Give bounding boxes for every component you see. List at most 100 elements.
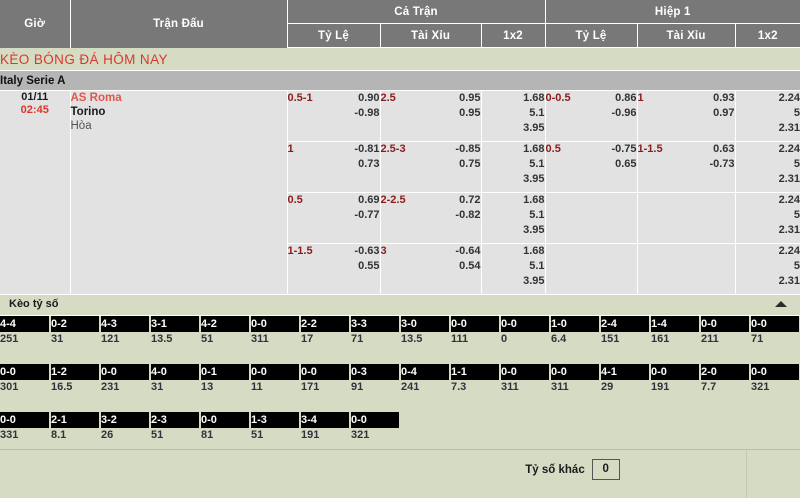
h1-ou-over-odds[interactable]: 0.93 [713, 92, 735, 104]
score-label[interactable]: 0-1 [200, 364, 251, 381]
score-label[interactable]: 2-1 [50, 412, 101, 429]
score-label[interactable]: 0-0 [0, 364, 51, 381]
score-label[interactable]: 2-3 [150, 412, 201, 429]
score-label[interactable]: 0-0 [550, 364, 601, 381]
h1-1x2-home[interactable]: 2.24 [778, 143, 800, 155]
cell-ft-handicap[interactable]: 0.5-1 0.90 -0.98 [287, 90, 381, 142]
score-odds[interactable]: 321 [750, 380, 800, 401]
score-label[interactable]: 3-2 [100, 412, 151, 429]
table-row[interactable]: 1 -0.81 0.73 2.5-3 -0.85 0.75 1.68 5.1 3… [0, 141, 800, 193]
h1-handicap-away-odds[interactable]: 0.65 [615, 158, 637, 170]
h1-1x2-away[interactable]: 2.31 [778, 122, 800, 134]
ft-1x2-away[interactable]: 3.95 [523, 275, 545, 287]
cell-h1-1x2[interactable]: 2.24 5 2.31 [735, 90, 800, 142]
h1-handicap-away-odds[interactable]: -0.96 [611, 107, 637, 119]
score-odds[interactable]: 81 [200, 428, 251, 449]
league-header-row[interactable]: Italy Serie A [0, 70, 800, 91]
ft-ou-under-odds[interactable]: -0.82 [455, 209, 481, 221]
score-odds[interactable]: 121 [100, 332, 151, 353]
ft-ou-over-odds[interactable]: 0.95 [459, 92, 481, 104]
cell-h1-1x2[interactable]: 2.24 5 2.31 [735, 141, 800, 193]
cell-ft-handicap[interactable]: 1-1.5 -0.63 0.55 [287, 243, 381, 295]
cell-ft-overunder[interactable]: 3 -0.64 0.54 [380, 243, 482, 295]
score-odds[interactable]: 211 [700, 332, 751, 353]
score-label[interactable]: 2-0 [700, 364, 751, 381]
ft-ou-line[interactable]: 2.5 [380, 92, 396, 104]
ft-ou-under-odds[interactable]: 0.54 [459, 260, 481, 272]
cell-ft-1x2[interactable]: 1.68 5.1 3.95 [481, 243, 546, 295]
score-label[interactable]: 0-0 [700, 316, 751, 333]
cell-h1-overunder[interactable]: 1 0.93 0.97 [637, 90, 736, 142]
ft-1x2-draw[interactable]: 5.1 [529, 260, 545, 272]
score-odds[interactable]: 31 [150, 380, 201, 401]
score-label[interactable]: 0-0 [200, 412, 251, 429]
cell-h1-overunder[interactable]: 1-1.5 0.63 -0.73 [637, 141, 736, 193]
score-odds[interactable]: 311 [550, 380, 601, 401]
table-row[interactable]: 01/11 02:45 AS Roma Torino Hòa 0.5-1 0.9… [0, 90, 800, 295]
cell-h1-1x2[interactable]: 2.24 5 2.31 [735, 243, 800, 295]
ft-handicap-line[interactable]: 0.5-1 [287, 92, 313, 104]
score-odds[interactable]: 6.4 [550, 332, 601, 353]
score-odds[interactable]: 231 [100, 380, 151, 401]
ft-handicap-away-odds[interactable]: 0.55 [358, 260, 380, 272]
score-label[interactable]: 4-2 [200, 316, 251, 333]
ft-handicap-away-odds[interactable]: 0.73 [358, 158, 380, 170]
score-odds[interactable]: 311 [250, 332, 301, 353]
score-odds[interactable]: 151 [600, 332, 651, 353]
score-label[interactable]: 0-0 [500, 364, 551, 381]
score-label[interactable]: 1-4 [650, 316, 701, 333]
h1-1x2-draw[interactable]: 5 [793, 260, 800, 272]
score-label[interactable]: 0-0 [650, 364, 701, 381]
score-odds[interactable]: 301 [0, 380, 51, 401]
score-label[interactable]: 0-0 [750, 364, 800, 381]
cell-ft-1x2[interactable]: 1.68 5.1 3.95 [481, 90, 546, 142]
cell-ft-handicap[interactable]: 1 -0.81 0.73 [287, 141, 381, 193]
score-label[interactable]: 2-2 [300, 316, 351, 333]
h1-1x2-draw[interactable]: 5 [793, 209, 800, 221]
score-label[interactable]: 4-1 [600, 364, 651, 381]
table-row[interactable]: 1-1.5 -0.63 0.55 3 -0.64 0.54 1.68 5.1 3… [0, 243, 800, 295]
score-label[interactable]: 0-2 [50, 316, 101, 333]
score-label[interactable]: 1-1 [450, 364, 501, 381]
correct-score-header[interactable]: Kèo tỷ số [0, 295, 800, 316]
h1-1x2-home[interactable]: 2.24 [778, 194, 800, 206]
h1-1x2-away[interactable]: 2.31 [778, 224, 800, 236]
h1-ou-line[interactable]: 1 [637, 92, 644, 104]
score-label[interactable]: 3-3 [350, 316, 401, 333]
score-odds[interactable]: 241 [400, 380, 451, 401]
h1-handicap-home-odds[interactable]: -0.75 [611, 143, 637, 155]
score-label[interactable]: 0-0 [250, 364, 301, 381]
ft-1x2-draw[interactable]: 5.1 [529, 158, 545, 170]
ft-handicap-away-odds[interactable]: -0.77 [354, 209, 380, 221]
score-odds[interactable]: 11 [250, 380, 301, 401]
h1-1x2-away[interactable]: 2.31 [778, 173, 800, 185]
score-odds[interactable]: 29 [600, 380, 651, 401]
table-row[interactable]: 0.5 0.69 -0.77 2-2.5 0.72 -0.82 1.68 5.1… [0, 192, 800, 244]
h1-1x2-home[interactable]: 2.24 [778, 92, 800, 104]
ft-ou-line[interactable]: 2-2.5 [380, 194, 406, 206]
score-label[interactable]: 3-4 [300, 412, 351, 429]
h1-ou-line[interactable]: 1-1.5 [637, 143, 663, 155]
caret-up-icon[interactable] [775, 301, 787, 307]
ft-ou-over-odds[interactable]: 0.72 [459, 194, 481, 206]
score-label[interactable]: 4-3 [100, 316, 151, 333]
cell-ft-1x2[interactable]: 1.68 5.1 3.95 [481, 192, 546, 244]
other-score-odds[interactable]: 0 [591, 459, 620, 480]
ft-ou-line[interactable]: 2.5-3 [380, 143, 406, 155]
ft-handicap-line[interactable]: 0.5 [287, 194, 303, 206]
cell-ft-1x2[interactable]: 1.68 5.1 3.95 [481, 141, 546, 193]
h1-handicap-home-odds[interactable]: 0.86 [615, 92, 637, 104]
ft-handicap-home-odds[interactable]: -0.63 [354, 245, 380, 257]
score-odds[interactable]: 13 [200, 380, 251, 401]
score-odds[interactable]: 161 [650, 332, 701, 353]
score-odds[interactable]: 111 [450, 332, 501, 353]
ft-ou-over-odds[interactable]: -0.64 [455, 245, 481, 257]
score-odds[interactable]: 0 [500, 332, 551, 353]
cell-ft-overunder[interactable]: 2.5-3 -0.85 0.75 [380, 141, 482, 193]
score-label[interactable]: 3-1 [150, 316, 201, 333]
score-label[interactable]: 0-4 [400, 364, 451, 381]
score-odds[interactable]: 26 [100, 428, 151, 449]
score-label[interactable]: 0-0 [750, 316, 800, 333]
ft-1x2-home[interactable]: 1.68 [523, 143, 545, 155]
h1-1x2-home[interactable]: 2.24 [778, 245, 800, 257]
